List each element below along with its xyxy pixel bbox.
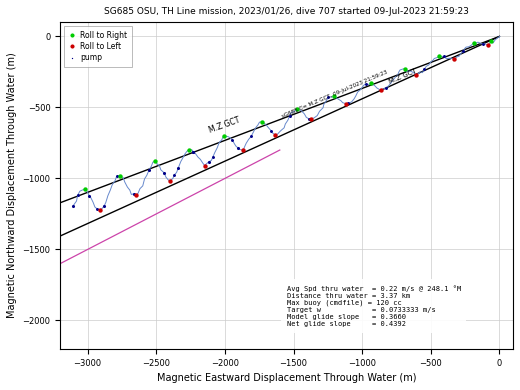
Text: M.Z GCT: M.Z GCT xyxy=(388,68,418,85)
Point xyxy=(478,41,487,47)
Text: sG685 C= M.Z GCT, 09-Jul-2023 21:59:23: sG685 C= M.Z GCT, 09-Jul-2023 21:59:23 xyxy=(281,70,388,119)
Point xyxy=(151,158,159,165)
Point xyxy=(69,202,77,209)
Point xyxy=(204,159,213,165)
Point xyxy=(440,53,449,59)
Point xyxy=(201,163,209,169)
Point xyxy=(307,116,315,122)
Point xyxy=(170,172,178,178)
Point xyxy=(412,71,420,78)
Point xyxy=(270,131,279,138)
Point xyxy=(189,149,198,155)
Point xyxy=(450,56,459,62)
Point xyxy=(305,115,313,122)
Point xyxy=(85,193,94,199)
Point xyxy=(115,173,124,179)
Point xyxy=(367,80,375,87)
Point xyxy=(81,186,89,193)
Point xyxy=(73,192,82,199)
Point xyxy=(113,173,121,179)
Point xyxy=(96,206,104,213)
Point xyxy=(219,133,228,139)
Point xyxy=(342,101,350,107)
Point xyxy=(401,66,409,72)
Point xyxy=(267,128,275,134)
Point xyxy=(401,66,409,72)
Point xyxy=(151,158,159,165)
Point xyxy=(239,147,248,153)
Point xyxy=(247,133,255,139)
Point xyxy=(420,66,428,72)
Point xyxy=(324,94,333,100)
Point xyxy=(292,106,301,112)
Point xyxy=(470,40,478,46)
Point xyxy=(145,167,153,173)
Point xyxy=(165,178,174,184)
Point xyxy=(185,147,193,153)
Point xyxy=(189,149,198,155)
Point xyxy=(132,192,140,198)
Point xyxy=(344,100,352,106)
X-axis label: Magnetic Eastward Displacement Through Water (m): Magnetic Eastward Displacement Through W… xyxy=(157,373,417,383)
Point xyxy=(160,170,168,176)
Point xyxy=(377,87,385,93)
Point xyxy=(174,165,183,172)
Text: Avg Spd thru water  = 0.22 m/s @ 248.1 °M
Distance thru water = 3.37 km
Max buoy: Avg Spd thru water = 0.22 m/s @ 248.1 °M… xyxy=(287,285,461,327)
Point xyxy=(382,85,391,91)
Point xyxy=(115,173,124,179)
Point xyxy=(219,133,228,139)
Point xyxy=(129,191,138,197)
Point xyxy=(132,192,140,198)
Point xyxy=(362,81,370,87)
Point xyxy=(285,112,294,119)
Point xyxy=(100,203,108,209)
Point xyxy=(484,42,492,48)
Title: SG685 OSU, TH Line mission, 2023/01/26, dive 707 started 09-Jul-2023 21:59:23: SG685 OSU, TH Line mission, 2023/01/26, … xyxy=(104,7,469,16)
Point xyxy=(234,145,242,151)
Point xyxy=(459,48,467,55)
Text: M.Z GCT: M.Z GCT xyxy=(208,116,242,135)
Point xyxy=(487,38,496,44)
Point xyxy=(257,119,266,125)
Point xyxy=(330,93,339,99)
Y-axis label: Magnetic Northward Displacement Through Water (m): Magnetic Northward Displacement Through … xyxy=(7,53,17,318)
Point xyxy=(228,137,237,143)
Point xyxy=(93,206,101,212)
Point xyxy=(435,53,443,59)
Point xyxy=(209,154,217,160)
Legend: Roll to Right, Roll to Left, pump: Roll to Right, Roll to Left, pump xyxy=(64,26,132,67)
